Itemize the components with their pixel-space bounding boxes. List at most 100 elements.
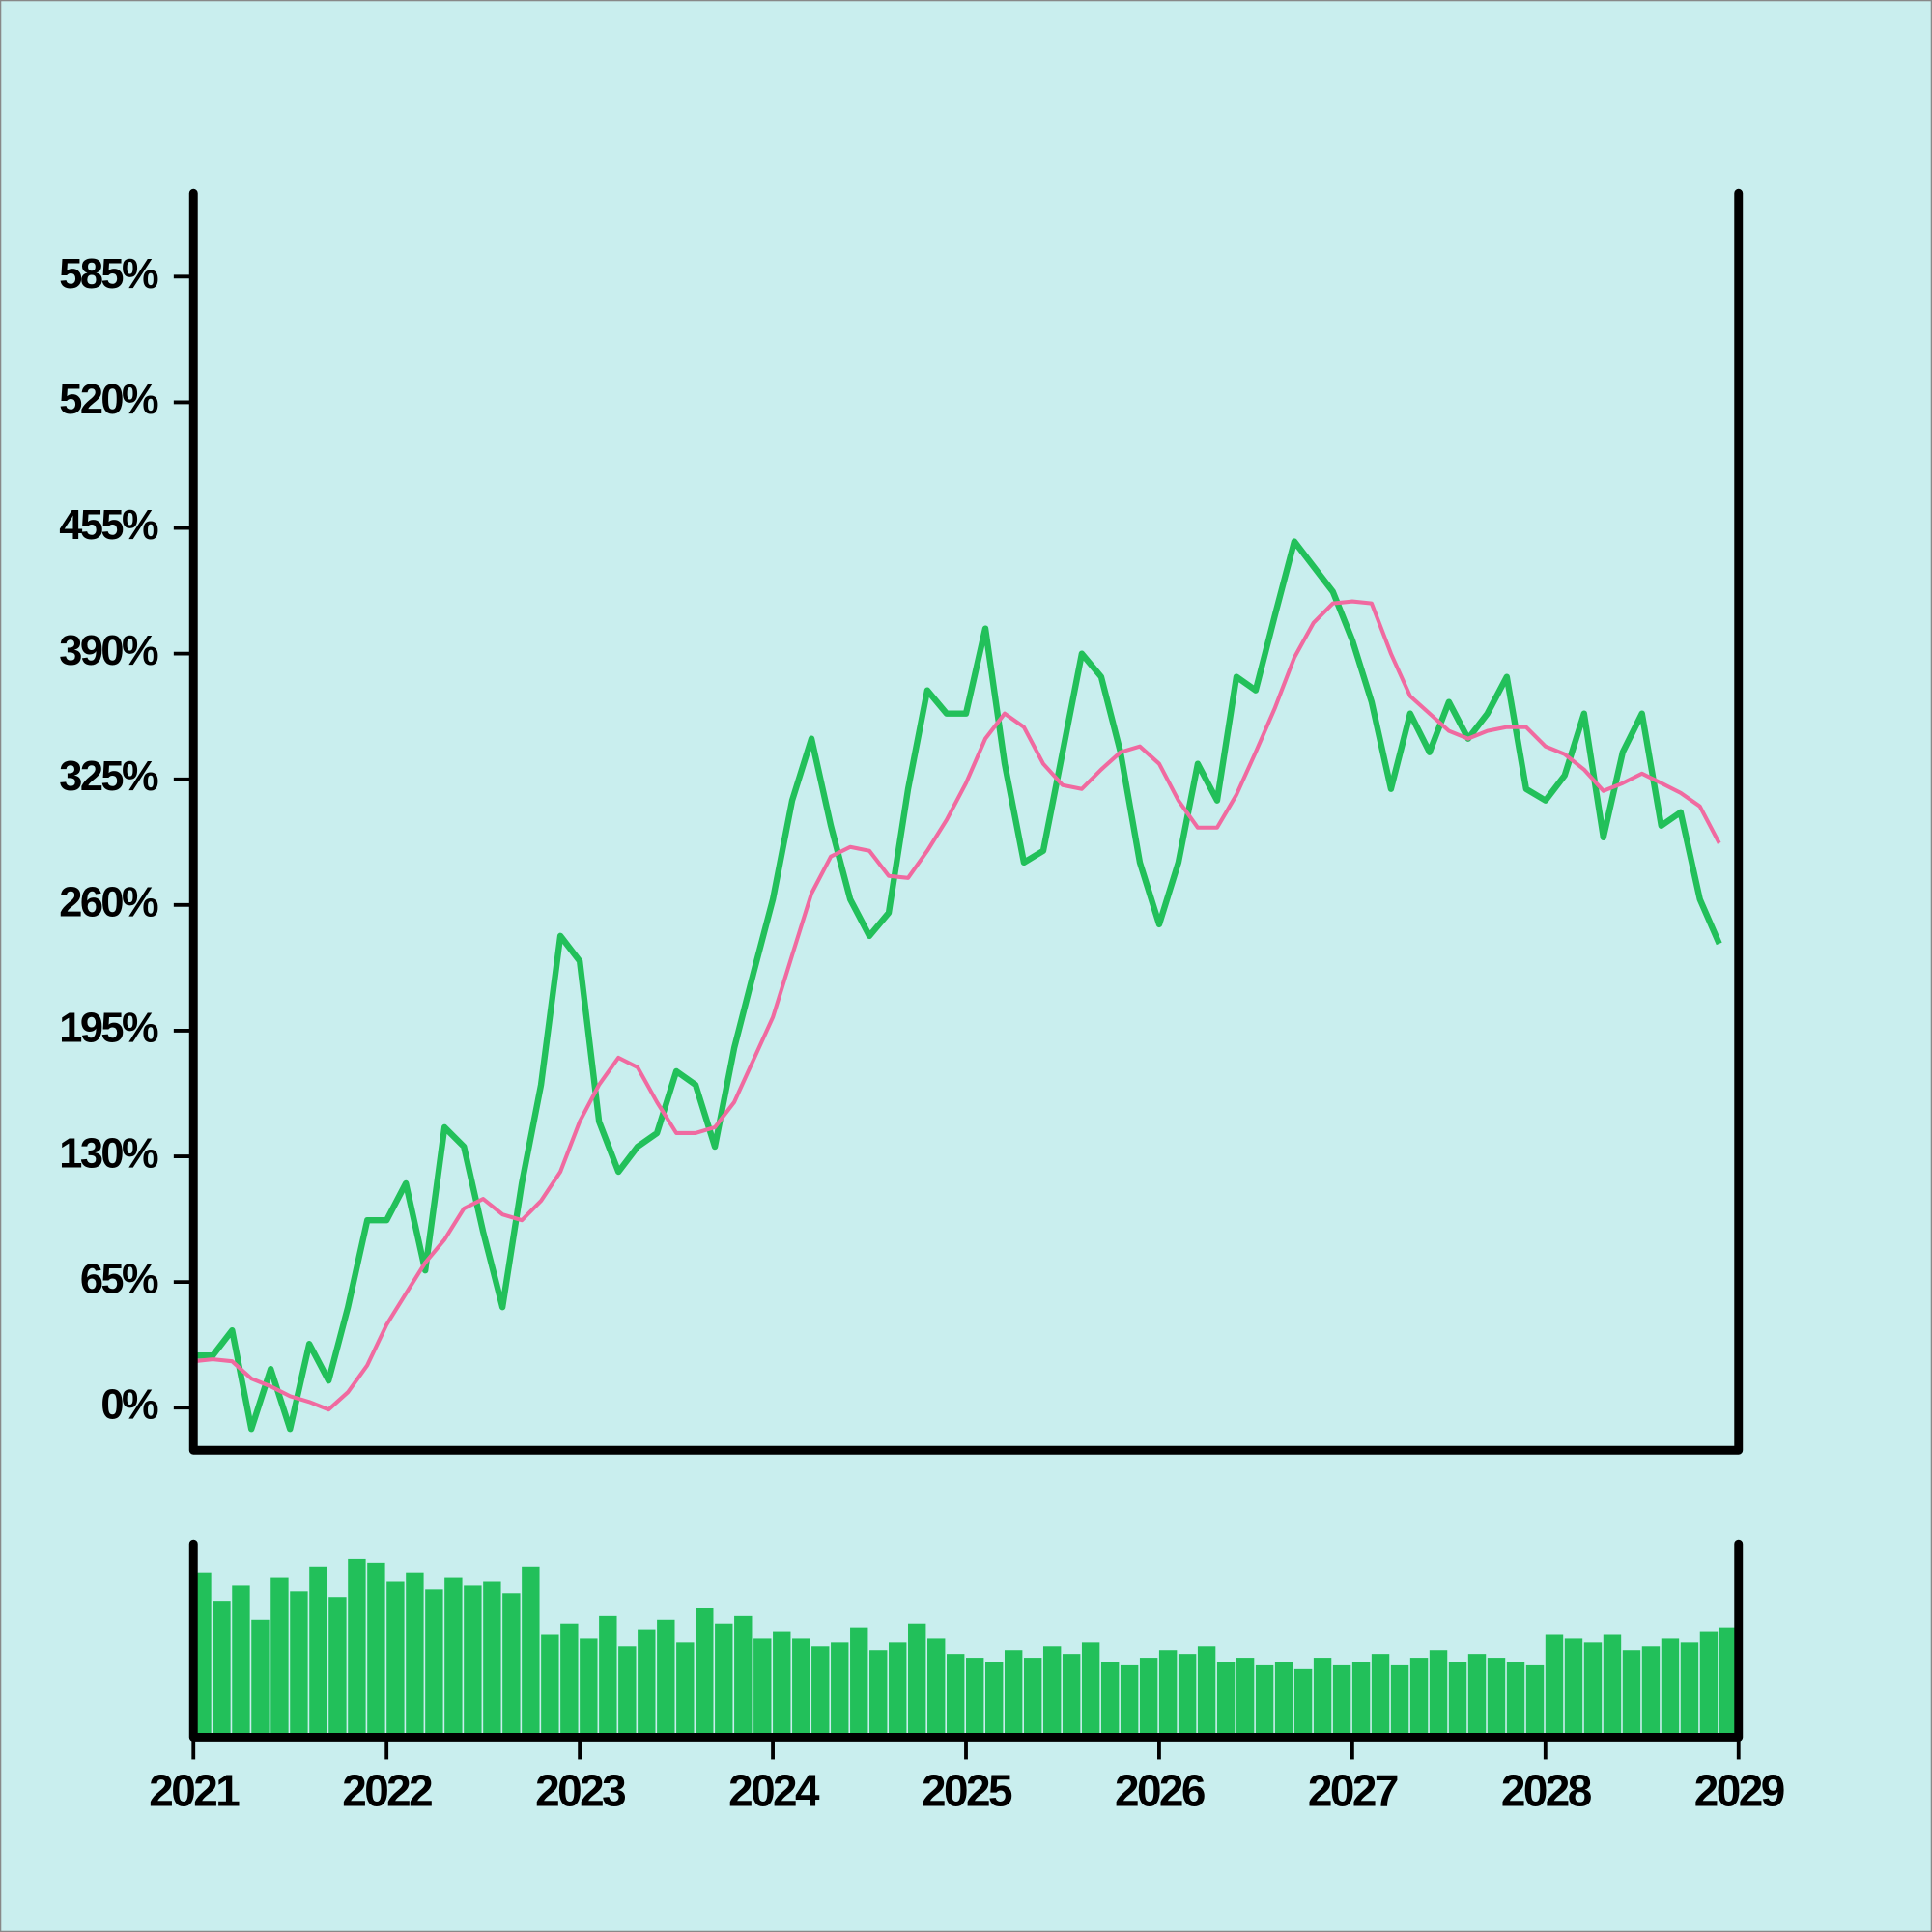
x-tick-label: 2026	[1115, 1765, 1205, 1815]
volume-bar	[1274, 1662, 1293, 1734]
price-panel: 0% 65% 130% 195% 260% 325% 390% 455% 520% 585%	[59, 251, 1722, 1433]
volume-bar	[425, 1589, 443, 1734]
volume-bar	[560, 1623, 579, 1734]
volume-bar	[1313, 1658, 1332, 1734]
volume-bar	[1062, 1654, 1081, 1734]
volume-bar	[1448, 1662, 1467, 1734]
volume-bar	[947, 1654, 965, 1734]
volume-bar	[1332, 1664, 1351, 1734]
x-tick-label: 2021	[149, 1765, 240, 1815]
price-frame	[188, 188, 1744, 1455]
volume-bar	[1255, 1664, 1274, 1734]
volume-bar	[406, 1572, 424, 1734]
volume-bar	[734, 1615, 753, 1734]
volume-bar	[1409, 1658, 1429, 1734]
volume-bar	[1603, 1634, 1622, 1734]
volume-bar	[792, 1638, 810, 1734]
volume-bar	[1583, 1642, 1603, 1734]
volume-bar	[1680, 1642, 1699, 1734]
volume-bar	[309, 1566, 327, 1734]
volume-bar	[386, 1581, 405, 1734]
y-tick-label: 390%	[59, 628, 158, 674]
volume-bar	[328, 1597, 347, 1734]
volume-bar	[367, 1562, 385, 1734]
y-tick-label: 585%	[59, 251, 158, 298]
volume-bar	[831, 1642, 849, 1734]
volume-bar	[773, 1631, 791, 1734]
volume-bar	[696, 1608, 714, 1734]
volume-bar	[1139, 1658, 1158, 1734]
volume-bar	[1236, 1658, 1255, 1734]
volume-bar	[541, 1634, 559, 1734]
volume-bar	[869, 1650, 888, 1734]
y-tick-label: 455%	[59, 502, 158, 549]
volume-bar	[1390, 1664, 1409, 1734]
volume-bar	[270, 1577, 289, 1734]
volume-bar	[1197, 1646, 1216, 1734]
volume-bar	[1023, 1658, 1042, 1734]
volume-bar	[811, 1646, 830, 1734]
volume-bar	[580, 1638, 598, 1734]
volume-bar	[348, 1558, 366, 1734]
volume-bar	[753, 1638, 772, 1734]
volume-panel: 2021 2022 2023 2024 2025 2026 2027 2028 2029	[149, 1558, 1786, 1815]
y-tick-label: 260%	[59, 879, 158, 925]
volume-bar	[1525, 1664, 1545, 1734]
volume-bar	[657, 1619, 675, 1734]
volume-bar	[1564, 1638, 1583, 1734]
volume-bar	[1545, 1634, 1564, 1734]
volume-bar	[1081, 1642, 1100, 1734]
volume-bar	[1004, 1650, 1023, 1734]
volume-bar	[522, 1566, 540, 1734]
y-tick-label: 0%	[100, 1382, 158, 1429]
volume-bar	[502, 1593, 521, 1734]
volume-bar	[290, 1591, 308, 1734]
volume-bar	[850, 1627, 868, 1734]
y-tick-label: 130%	[59, 1130, 158, 1177]
volume-bar	[1661, 1638, 1680, 1734]
volume-bar	[193, 1572, 212, 1734]
volume-bar	[966, 1658, 984, 1734]
y-tick-label: 520%	[59, 377, 158, 423]
x-tick-label: 2029	[1694, 1765, 1784, 1815]
volume-bar	[1216, 1662, 1236, 1734]
volume-bar	[1351, 1662, 1371, 1734]
volume-bar	[464, 1585, 482, 1734]
volume-bar	[927, 1638, 946, 1734]
volume-bar	[889, 1642, 907, 1734]
volume-bar	[1506, 1662, 1525, 1734]
volume-bar	[618, 1646, 637, 1734]
line-series	[193, 538, 1722, 1433]
volume-bar	[599, 1615, 617, 1734]
volume-bar	[676, 1642, 695, 1734]
volume-frame	[188, 1539, 1744, 1742]
volume-bar	[1622, 1650, 1641, 1734]
x-tick-label: 2027	[1308, 1765, 1398, 1815]
x-tick-label: 2023	[535, 1765, 625, 1815]
y-tick-label: 195%	[59, 1005, 158, 1051]
volume-bar	[1429, 1650, 1448, 1734]
volume-bar	[232, 1585, 250, 1734]
x-tick-label: 2024	[728, 1765, 820, 1815]
volume-bar	[483, 1581, 501, 1734]
volume-bar	[1158, 1650, 1178, 1734]
volume-bar	[251, 1619, 270, 1734]
volume-bar	[1178, 1654, 1197, 1734]
volume-bar	[1719, 1627, 1738, 1734]
volume-bar	[1699, 1631, 1719, 1734]
volume-bar	[715, 1623, 733, 1734]
volume-bar	[1371, 1654, 1390, 1734]
volume-bar	[444, 1577, 463, 1734]
volume-bar	[1100, 1662, 1120, 1734]
x-tick-label: 2022	[342, 1765, 432, 1815]
volume-bar	[1120, 1664, 1139, 1734]
volume-bar	[1042, 1646, 1062, 1734]
y-tick-label: 65%	[80, 1257, 158, 1303]
x-tick-label: 2025	[922, 1765, 1012, 1815]
x-tick-label: 2028	[1501, 1765, 1592, 1815]
volume-bar	[908, 1623, 926, 1734]
volume-bar	[1467, 1654, 1487, 1734]
volume-bar	[1487, 1658, 1506, 1734]
line-series	[193, 599, 1721, 1412]
